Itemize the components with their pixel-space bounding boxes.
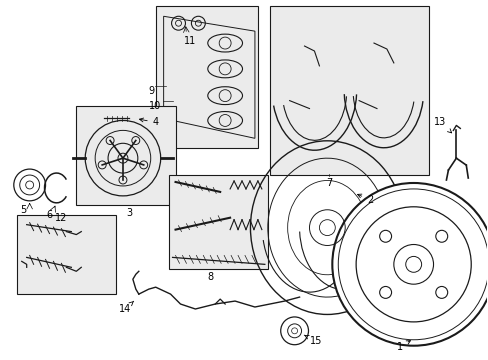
- Bar: [76, 105, 175, 205]
- Bar: [269, 6, 427, 175]
- Text: 12: 12: [55, 213, 67, 223]
- Bar: [17, 215, 116, 294]
- Text: 11: 11: [183, 36, 195, 46]
- Circle shape: [405, 256, 421, 272]
- Bar: [168, 175, 267, 269]
- Text: 5: 5: [20, 205, 27, 215]
- Text: 1: 1: [396, 341, 409, 352]
- Text: 14: 14: [119, 301, 133, 314]
- Text: 6: 6: [46, 210, 53, 220]
- Text: 13: 13: [433, 117, 451, 133]
- Text: 9: 9: [148, 86, 155, 96]
- Text: 10: 10: [148, 100, 161, 111]
- Text: 4: 4: [139, 117, 159, 127]
- Text: 8: 8: [207, 272, 213, 282]
- Text: 15: 15: [304, 335, 321, 346]
- Text: 7: 7: [325, 178, 332, 188]
- Circle shape: [332, 183, 488, 346]
- Text: 3: 3: [125, 208, 132, 218]
- Text: 2: 2: [357, 194, 372, 205]
- Bar: [155, 6, 257, 148]
